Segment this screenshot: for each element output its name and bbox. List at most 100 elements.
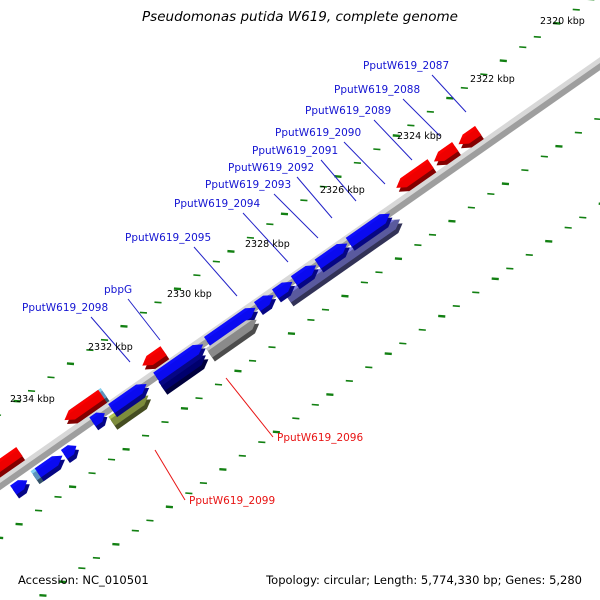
gene-arrow-body — [0, 447, 23, 472]
scale-tick-mark — [384, 352, 392, 356]
gene-label[interactable]: PputW619_2096 — [277, 432, 363, 444]
scale-tick-mark — [161, 421, 169, 424]
gene-label[interactable]: PputW619_2090 — [275, 127, 361, 139]
scale-tick-mark — [360, 281, 369, 284]
gene-arrow[interactable] — [314, 243, 350, 273]
scale-tick-mark — [195, 397, 203, 400]
scale-tick-mark — [392, 134, 400, 138]
scale-tick-mark — [394, 257, 403, 261]
scale-tick-mark — [428, 233, 437, 236]
label-leader-line — [242, 212, 289, 263]
gene-arrow-layer[interactable] — [0, 126, 484, 499]
gene-label[interactable]: PputW619_2094 — [174, 198, 260, 210]
gene-arrow-side — [293, 269, 319, 290]
scale-tick-mark — [467, 206, 475, 209]
gene-label[interactable]: pbpG — [104, 284, 132, 296]
scale-tick-mark — [212, 260, 220, 263]
scale-tick-mark — [540, 155, 548, 158]
accession-text: Accession: NC_010501 — [18, 573, 149, 587]
scale-tick-mark — [58, 580, 67, 584]
gene-label[interactable]: PputW619_2093 — [205, 179, 291, 191]
gene-arrow[interactable] — [142, 346, 170, 370]
scale-tick-mark — [193, 274, 201, 277]
scale-tick-mark — [460, 86, 468, 90]
gene-arrow[interactable] — [290, 265, 319, 290]
label-leader-line — [431, 74, 467, 113]
scale-tick-mark — [418, 328, 426, 331]
gene-arrow[interactable] — [396, 159, 437, 192]
scale-tick-mark — [472, 291, 480, 294]
gene-label-layer[interactable]: PputW619_2087 PputW619_2088 PputW619_2089 P… — [22, 60, 449, 507]
scale-tick-mark — [13, 399, 21, 403]
gene-arrow-body — [314, 243, 348, 269]
gene-arrow-body — [433, 142, 459, 162]
gene-arrow-body — [345, 213, 390, 247]
gene-label[interactable]: PputW619_2098 — [22, 302, 108, 314]
scale-tick-mark — [154, 301, 162, 304]
label-leader-lines — [90, 74, 467, 501]
gene-arrow[interactable] — [153, 344, 206, 386]
gene-label[interactable]: PputW619_2092 — [228, 162, 314, 174]
label-leader-line — [343, 141, 386, 185]
scale-tick-mark — [15, 522, 23, 526]
gene-arrow-highlight — [60, 445, 73, 453]
scale-tick-mark — [448, 219, 456, 223]
scale-tick-mark — [555, 144, 563, 148]
gene-arrow-highlight — [89, 412, 101, 420]
scale-tick-mark — [375, 271, 383, 274]
gene-label[interactable]: PputW619_2088 — [334, 84, 420, 96]
gene-arrow-body — [458, 126, 482, 145]
gene-arrow[interactable] — [64, 389, 108, 425]
scale-tick-mark — [248, 359, 257, 362]
scale-tick-mark — [491, 277, 499, 281]
scale-tick-mark — [173, 287, 182, 291]
gene-arrow-highlight — [460, 126, 477, 140]
gene-arrow[interactable] — [34, 455, 66, 482]
gene-arrow-body — [204, 307, 256, 347]
gene-arrow-highlight — [345, 213, 386, 241]
gene-arrow[interactable] — [60, 445, 79, 463]
gene-arrow-body — [64, 389, 105, 421]
gene-arrow[interactable] — [458, 126, 484, 149]
gene-arrow[interactable] — [205, 319, 260, 362]
gene-arrow[interactable] — [89, 412, 108, 431]
gene-arrow[interactable] — [108, 383, 150, 418]
scale-tick-mark — [373, 148, 381, 151]
page-title: Pseudomonas putida W619, complete genome — [142, 9, 458, 25]
scale-tick-label: 2324 kbp — [397, 131, 442, 142]
gene-arrow[interactable] — [272, 281, 295, 303]
gene-label[interactable]: PputW619_2095 — [125, 232, 211, 244]
label-leader-line — [90, 316, 131, 363]
scale-tick-labels: 2320 kbp 2322 kbp 2324 kbp 2326 kbp 2328 kbp… — [10, 16, 585, 405]
gene-label[interactable]: PputW619_2087 — [363, 60, 449, 72]
gene-label[interactable]: PputW619_2089 — [305, 105, 391, 117]
gene-arrow[interactable] — [345, 213, 393, 251]
scale-tick-mark — [0, 414, 2, 416]
gene-label[interactable]: PputW619_2099 — [189, 495, 275, 507]
gene-arrow[interactable] — [254, 295, 277, 315]
gene-arrow-highlight — [272, 282, 288, 292]
gene-arrow-body — [34, 455, 63, 478]
scale-tick-mark — [446, 96, 454, 100]
gene-arrow-body — [290, 265, 317, 286]
scale-tick-mark — [525, 253, 533, 257]
label-leader-line — [320, 159, 357, 202]
scale-tick-mark — [519, 46, 527, 49]
scale-tick-label: 2334 kbp — [10, 394, 55, 405]
gene-arrow-body — [205, 319, 257, 358]
gene-arrow-highlight — [108, 384, 142, 407]
gene-arrow[interactable] — [0, 447, 26, 478]
scale-tick-mark — [319, 185, 327, 188]
gene-arrow[interactable] — [10, 480, 30, 499]
gene-arrow-highlight — [153, 344, 199, 376]
gene-label[interactable]: PputW619_2091 — [252, 145, 338, 157]
label-leader-line — [273, 193, 319, 239]
scale-tick-mark — [107, 458, 116, 461]
scale-tick-mark — [214, 383, 223, 386]
scale-tick-mark — [564, 226, 572, 229]
scale-tick-mark — [92, 556, 101, 560]
gene-arrow[interactable] — [433, 142, 461, 166]
scale-tick-mark — [341, 294, 349, 298]
